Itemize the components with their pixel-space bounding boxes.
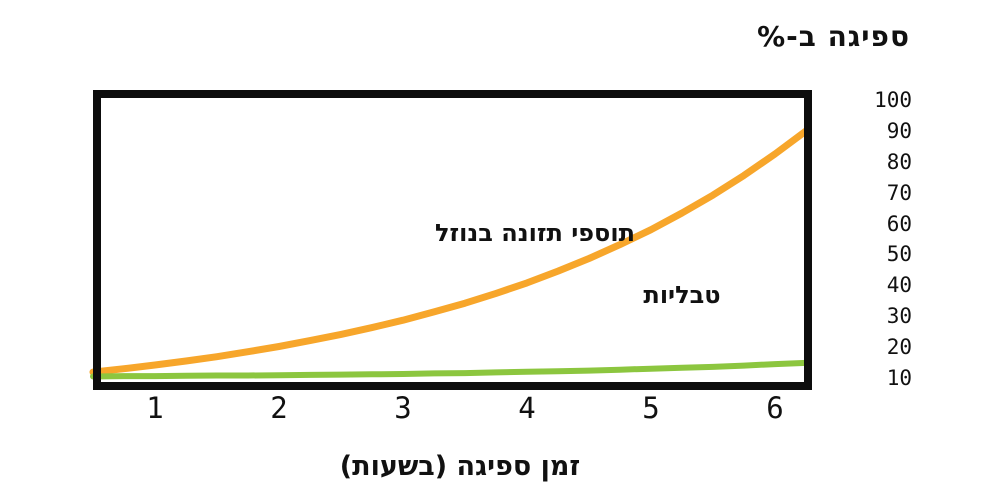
liquid-series-label: תוספי תזונה בנוזל [435,219,635,247]
liquid-series-line [89,127,810,376]
plot-frame [93,90,812,390]
chart-title: ספיגה ב-% [757,20,910,53]
tablets-series-label: טבליות [643,281,721,309]
tablets-series-line [90,359,809,380]
x-axis-title: זמן ספיגה (בשעות) [339,451,581,482]
